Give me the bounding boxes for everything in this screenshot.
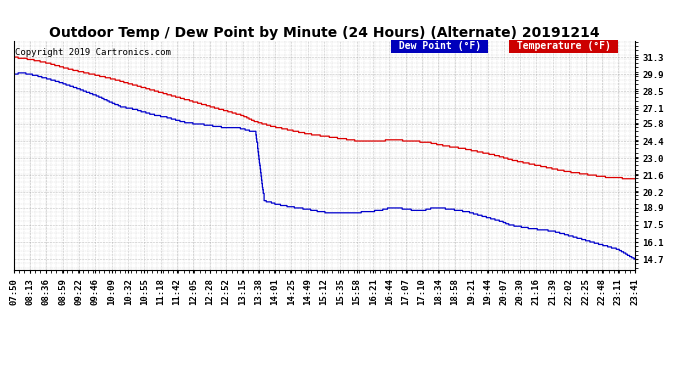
Text: Temperature (°F): Temperature (°F) xyxy=(511,41,616,51)
Text: Copyright 2019 Cartronics.com: Copyright 2019 Cartronics.com xyxy=(15,48,171,57)
Text: Dew Point (°F): Dew Point (°F) xyxy=(393,41,486,51)
Title: Outdoor Temp / Dew Point by Minute (24 Hours) (Alternate) 20191214: Outdoor Temp / Dew Point by Minute (24 H… xyxy=(49,26,600,40)
